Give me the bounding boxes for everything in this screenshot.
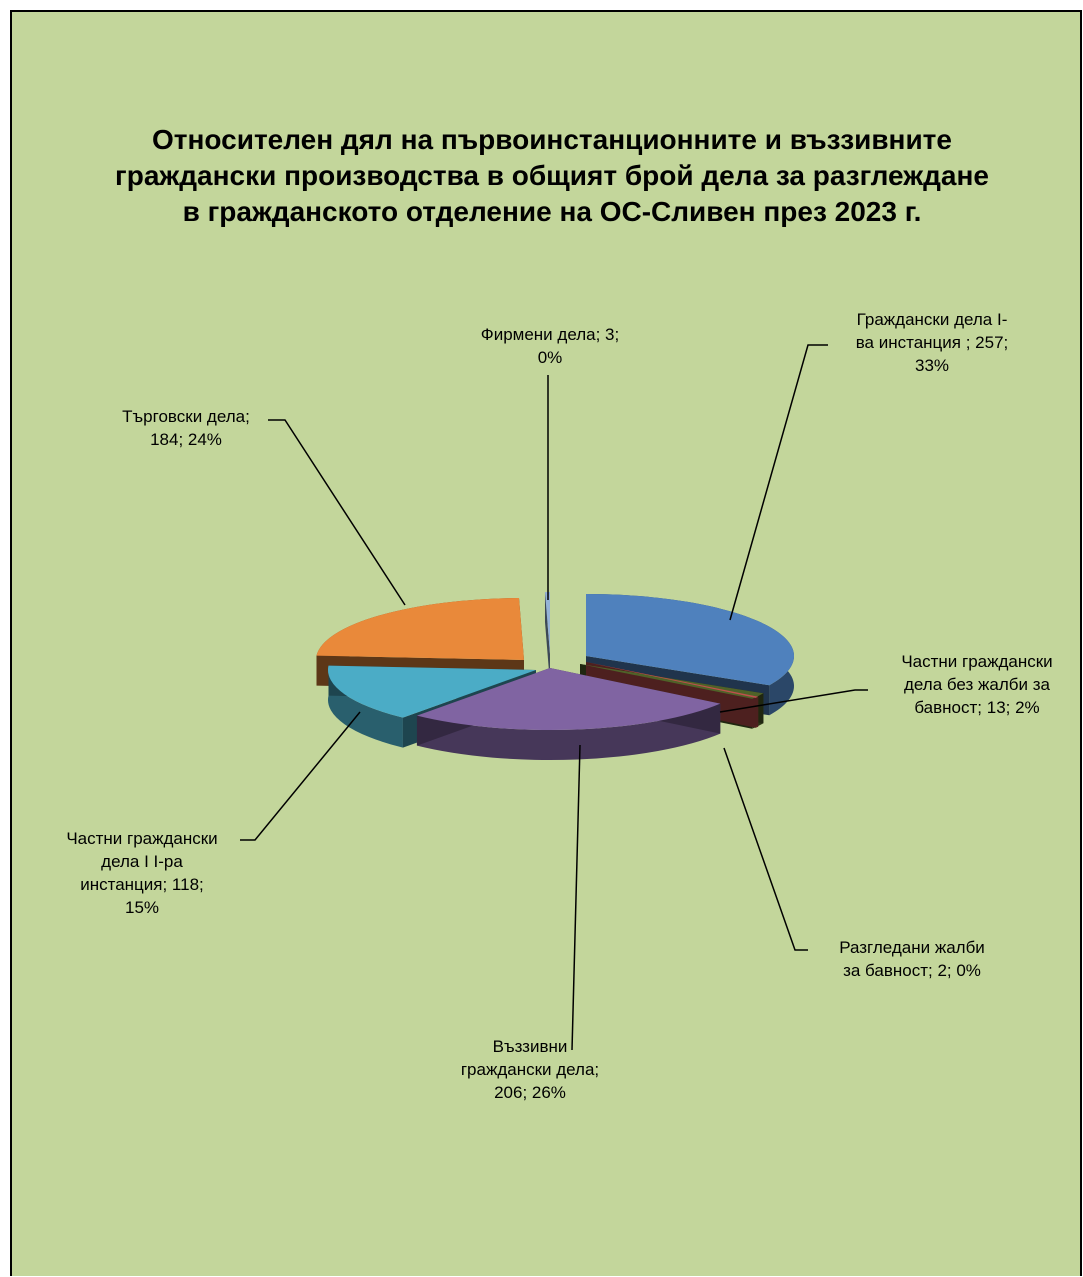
pie-slice <box>328 665 536 718</box>
data-label: Частни граждански дела I I-ра инстанция; 1… <box>66 829 218 917</box>
leader-line <box>729 344 828 621</box>
data-label: Въззивни граждански дела; 206; 26% <box>460 1037 600 1102</box>
leader-line <box>571 744 581 1051</box>
pie-slice-side <box>327 665 403 748</box>
data-label: Разгледани жалби за бавност; 2; 0% <box>839 938 985 980</box>
data-label: Частни граждански дела без жалби за бавнос… <box>901 652 1053 717</box>
leader-line <box>719 689 868 713</box>
chart-title: Относителен дял на първоинстанционните и… <box>115 124 989 227</box>
pie-slice <box>316 598 524 660</box>
chart-area: Относителен дял на първоинстанционните и… <box>10 10 1082 1276</box>
pie-slice <box>580 664 764 699</box>
pie-slice-wall <box>544 592 550 684</box>
data-label: Фирмени дела; 3; 0% <box>480 325 620 367</box>
data-label: Търговски дела; 184; 24% <box>122 407 250 449</box>
leader-line <box>723 747 808 951</box>
pie-slice-side <box>416 703 721 761</box>
data-label: Граждански дела I-ва инстанция ; 257; 33% <box>855 310 1009 375</box>
leader-line <box>268 419 406 606</box>
pie-slice <box>416 668 721 730</box>
leader-line <box>240 711 361 841</box>
pie-slice <box>586 662 759 698</box>
pie-slice <box>544 592 550 654</box>
pie-slice <box>586 594 795 686</box>
